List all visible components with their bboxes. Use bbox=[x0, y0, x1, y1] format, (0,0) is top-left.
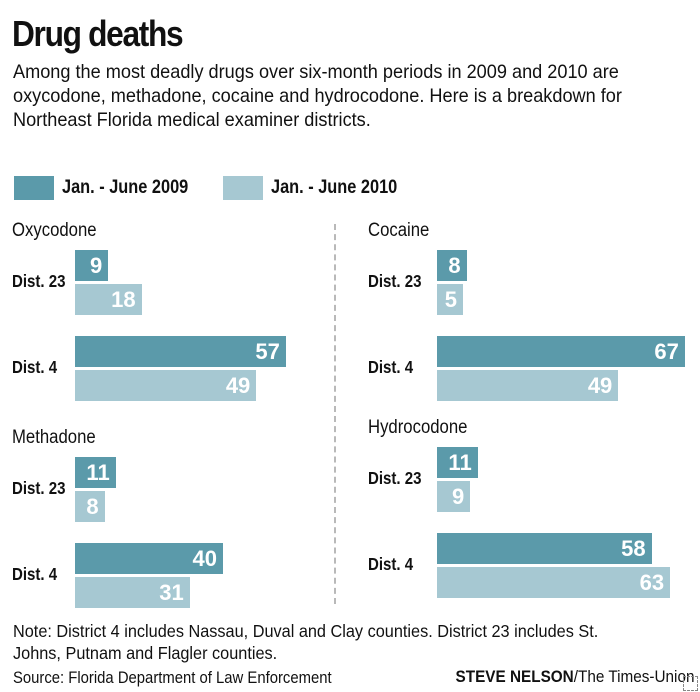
chart-source: Source: Florida Department of Law Enforc… bbox=[13, 669, 332, 687]
legend-label-2009: Jan. - June 2009 bbox=[62, 177, 189, 198]
bar-value-label: 8 bbox=[86, 494, 99, 519]
legend-swatch-2009 bbox=[14, 176, 54, 200]
chart-note: Note: District 4 includes Nassau, Duval … bbox=[13, 621, 599, 663]
category-label: Dist. 23 bbox=[12, 478, 66, 498]
bar-value-label: 40 bbox=[192, 546, 217, 571]
bar-2009: 67 bbox=[437, 336, 685, 367]
panel-title: Cocaine bbox=[368, 220, 430, 241]
legend-label-2010: Jan. - June 2010 bbox=[271, 177, 398, 198]
chart-credit: STEVE NELSON/The Times-Union bbox=[455, 667, 694, 687]
category-label: Dist. 4 bbox=[12, 564, 58, 584]
category-label: Dist. 23 bbox=[368, 468, 422, 488]
bar-2009: 8 bbox=[437, 250, 467, 281]
panel-divider bbox=[334, 224, 336, 604]
credit-name: STEVE NELSON bbox=[455, 667, 574, 686]
bar-2010: 49 bbox=[75, 370, 257, 401]
bar-2010: 49 bbox=[437, 370, 619, 401]
bar-value-label: 8 bbox=[448, 253, 461, 278]
panel-title: Hydrocodone bbox=[368, 417, 468, 438]
bar-2010: 8 bbox=[75, 491, 105, 522]
panel-title: Methadone bbox=[12, 427, 96, 448]
bar-value-label: 49 bbox=[587, 373, 613, 398]
credit-outlet: /The Times-Union bbox=[573, 667, 694, 686]
bar-2009: 58 bbox=[437, 533, 652, 564]
bar-value-label: 57 bbox=[255, 339, 280, 364]
bar-2010: 5 bbox=[437, 284, 463, 315]
category-label: Dist. 23 bbox=[12, 271, 66, 291]
category-label: Dist. 4 bbox=[368, 357, 414, 377]
bar-value-label: 58 bbox=[621, 536, 646, 561]
legend-swatch-2010 bbox=[223, 176, 263, 200]
chart-subtitle: Among the most deadly drugs over six-mon… bbox=[13, 61, 622, 131]
bar-2009: 9 bbox=[75, 250, 109, 281]
bar-2010: 9 bbox=[437, 481, 471, 512]
category-label: Dist. 23 bbox=[368, 271, 422, 291]
bar-value-label: 9 bbox=[90, 253, 103, 278]
bar-value-label: 11 bbox=[448, 450, 472, 475]
category-label: Dist. 4 bbox=[368, 554, 414, 574]
bar-value-label: 31 bbox=[159, 580, 184, 605]
panel-title: Oxycodone bbox=[12, 220, 97, 241]
bar-value-label: 49 bbox=[225, 373, 251, 398]
bar-value-label: 63 bbox=[639, 570, 665, 595]
bar-2009: 57 bbox=[75, 336, 286, 367]
expand-icon[interactable] bbox=[683, 676, 698, 691]
bar-2010: 63 bbox=[437, 567, 671, 598]
bar-value-label: 5 bbox=[444, 287, 457, 312]
bar-2009: 11 bbox=[75, 457, 116, 488]
bar-value-label: 18 bbox=[111, 287, 136, 312]
category-label: Dist. 4 bbox=[12, 357, 58, 377]
bar-2010: 31 bbox=[75, 577, 190, 608]
bar-value-label: 11 bbox=[86, 460, 110, 485]
bar-value-label: 9 bbox=[452, 484, 465, 509]
bar-2009: 11 bbox=[437, 447, 478, 478]
bar-2010: 18 bbox=[75, 284, 142, 315]
bar-value-label: 67 bbox=[654, 339, 679, 364]
chart-title: Drug deaths bbox=[12, 13, 184, 54]
bar-2009: 40 bbox=[75, 543, 223, 574]
